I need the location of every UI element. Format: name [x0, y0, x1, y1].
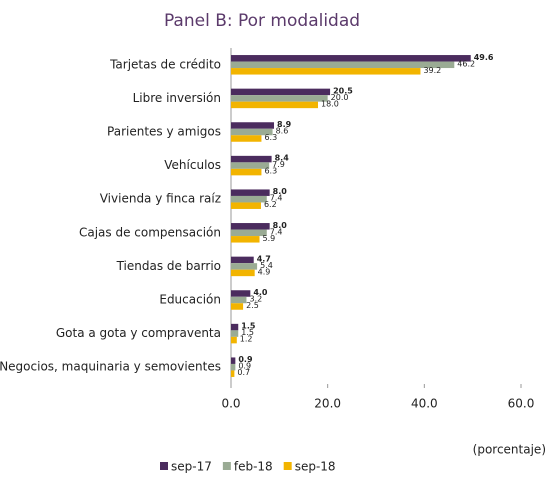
bar [231, 357, 236, 364]
value-label: 8.6 [276, 127, 289, 136]
bar [231, 155, 272, 163]
value-label: 7.4 [270, 194, 283, 203]
bar [231, 236, 260, 243]
value-label: 1.5 [241, 328, 254, 337]
legend-label: sep-17 [171, 460, 212, 474]
chart-title: Panel B: Por modalidad [164, 11, 360, 31]
bar [231, 370, 235, 377]
value-label: 8.9 [277, 120, 292, 129]
y-tick-label: Educación [159, 293, 221, 307]
bar [231, 303, 244, 310]
bar [231, 290, 251, 297]
bar [231, 95, 328, 102]
value-label: 39.2 [423, 66, 441, 75]
legend-swatch [222, 462, 231, 470]
bar [231, 195, 267, 203]
value-label: 8.0 [273, 221, 288, 230]
value-label: 6.3 [264, 133, 277, 142]
value-label: 0.7 [237, 368, 250, 377]
value-label: 2.5 [246, 301, 259, 310]
legend-label: sep-18 [295, 460, 336, 474]
bar [231, 323, 239, 331]
unit-label: (porcentaje) [473, 443, 546, 457]
value-label: 3.2 [249, 295, 262, 304]
bar [231, 269, 255, 277]
bar [231, 256, 254, 264]
value-label: 7.9 [272, 160, 285, 169]
y-tick-label: Cajas de compensación [79, 225, 221, 239]
value-label: 8.4 [275, 154, 290, 163]
value-label: 20.0 [331, 93, 349, 102]
x-tick-label: 40.0 [411, 397, 438, 411]
bar [231, 61, 455, 69]
bar [231, 128, 273, 136]
value-label: 0.9 [238, 355, 253, 364]
bar [231, 88, 331, 96]
bar [231, 223, 270, 230]
bar [231, 189, 270, 196]
y-tick-label: Tiendas de barrio [116, 259, 221, 273]
bar [231, 330, 239, 337]
value-label: 6.3 [264, 167, 277, 176]
value-label: 7.4 [270, 227, 283, 236]
value-label: 20.5 [333, 86, 353, 95]
bar [231, 229, 267, 237]
y-tick-label: Vehículos [164, 158, 221, 172]
bar [231, 168, 262, 176]
value-label: 18.0 [321, 99, 339, 108]
y-tick-label: Tarjetas de crédito [109, 57, 221, 71]
y-tick-label: Gota a gota y compraventa [56, 326, 221, 340]
legend-label: feb-18 [234, 460, 273, 474]
bar [231, 202, 261, 209]
value-label: 4.9 [258, 267, 271, 276]
value-label: 5.9 [263, 234, 276, 243]
bar [231, 122, 275, 129]
value-label: 4.0 [253, 288, 268, 297]
value-label: 1.2 [240, 335, 253, 344]
legend-swatch [283, 462, 292, 470]
y-tick-label: Vivienda y finca raíz [100, 192, 221, 206]
x-tick-label: 0.0 [221, 397, 240, 411]
y-tick-label: Parientes y amigos [107, 125, 221, 139]
x-tick-label: 20.0 [314, 397, 341, 411]
x-tick-label: 60.0 [508, 397, 535, 411]
y-tick-label: Libre inversión [133, 91, 221, 105]
bar [231, 162, 270, 169]
bar [231, 296, 247, 304]
value-label: 8.0 [273, 187, 288, 196]
value-label: 4.7 [257, 254, 271, 263]
bar [231, 263, 258, 270]
value-label: 46.2 [457, 59, 475, 68]
value-label: 6.2 [264, 200, 277, 209]
bar [231, 55, 471, 62]
bar [231, 135, 262, 142]
value-label: 5.4 [260, 261, 273, 270]
value-label: 49.6 [474, 53, 494, 62]
legend-swatch [160, 462, 168, 470]
bar [231, 101, 318, 109]
bar [231, 363, 236, 371]
bar [231, 68, 421, 75]
bar [231, 336, 237, 344]
value-label: 1.5 [241, 322, 256, 331]
value-label: 0.9 [238, 362, 251, 371]
y-tick-label: Negocios, maquinaria y semovientes [0, 360, 221, 374]
